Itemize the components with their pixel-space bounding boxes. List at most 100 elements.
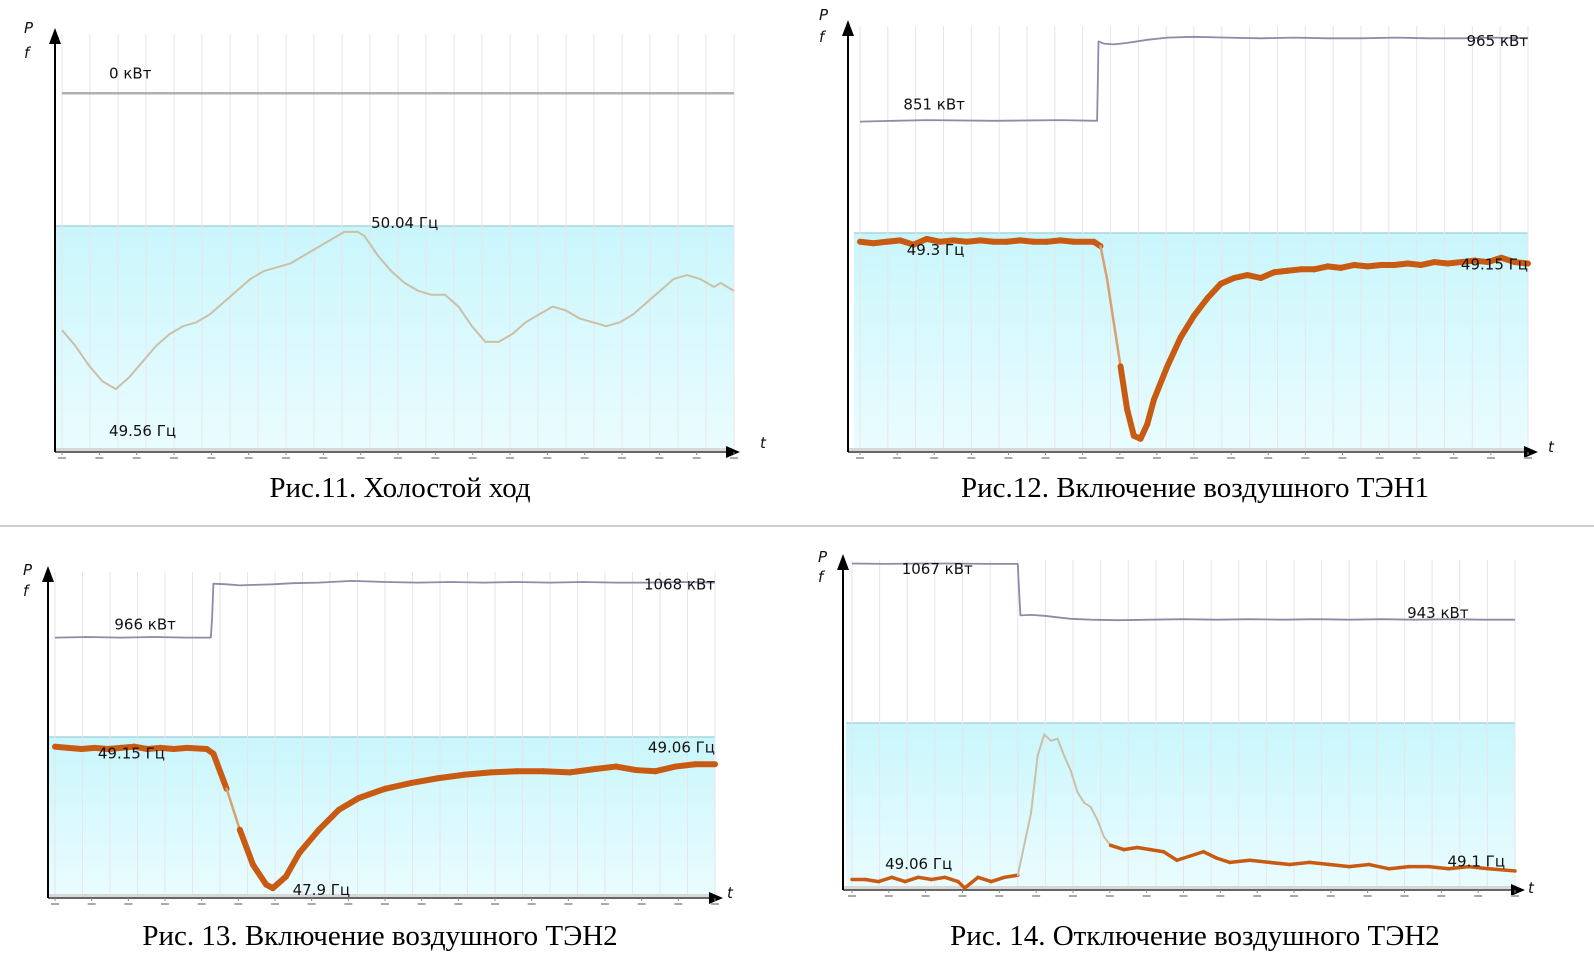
time-axis-bar	[843, 886, 1517, 890]
x-tick-label	[1290, 895, 1298, 897]
series-frequency-segment	[989, 875, 1007, 884]
x-tick-label	[1511, 895, 1519, 897]
series-frequency-segment	[1096, 818, 1105, 838]
x-tick-label	[319, 457, 328, 459]
series-frequency-segment	[225, 787, 242, 831]
x-tick-label	[1179, 895, 1188, 897]
y-axis-label-power: P	[24, 19, 34, 37]
x-tick-label	[848, 895, 856, 897]
series-frequency-segment	[1511, 259, 1531, 267]
x-axis-arrow-icon	[726, 446, 740, 458]
x-tick-label	[730, 457, 738, 459]
x-tick-label	[1301, 457, 1310, 459]
frequency-value-label: 49.56 Гц	[109, 422, 176, 440]
series-frequency-segment	[916, 875, 934, 882]
series-frequency-segment	[487, 768, 520, 776]
frequency-value-label: 47.9 Гц	[293, 881, 351, 899]
y-axis-label-frequency: f	[818, 568, 826, 586]
series-frequency-segment	[1446, 864, 1471, 871]
series-frequency-segment	[1124, 406, 1137, 439]
series-frequency-segment	[1486, 867, 1517, 873]
frequency-value-label: 49.15 Гц	[1461, 255, 1528, 273]
y-axis-arrow-icon	[42, 566, 54, 582]
power-value-label: 966 кВт	[114, 616, 176, 634]
frequency-value-label: 49.15 Гц	[98, 744, 165, 762]
x-tick-label	[244, 457, 253, 459]
caption-fig12: Рис.12. Включение воздушного ТЭН1	[960, 472, 1430, 504]
series-frequency-segment	[250, 861, 270, 888]
time-axis-bar	[48, 894, 715, 898]
x-tick-label	[506, 457, 514, 459]
x-tick-label	[1105, 895, 1114, 897]
x-tick-label	[51, 903, 59, 905]
series-frequency-segment	[1043, 733, 1052, 742]
series-frequency-segment	[929, 875, 947, 882]
series-frequency-segment	[1466, 864, 1491, 871]
x-tick-label	[1041, 457, 1050, 459]
series-frequency-segment	[1076, 791, 1086, 804]
frequency-value-label: 49.06 Гц	[885, 855, 952, 873]
x-tick-label	[58, 457, 66, 459]
x-tick-label	[356, 457, 365, 459]
power-value-label: 1068 кВт	[644, 575, 715, 593]
series-frequency-segment	[1204, 280, 1224, 302]
x-tick-label	[1115, 457, 1124, 459]
x-tick-label	[1449, 457, 1458, 459]
frequency-value-label: 49.3 Гц	[907, 241, 965, 259]
y-axis-label-frequency: f	[24, 44, 32, 62]
series-power	[54, 580, 716, 639]
x-tick-label	[543, 457, 552, 459]
series-frequency-segment	[1102, 835, 1112, 847]
series-frequency-segment	[1105, 278, 1116, 325]
series-frequency-segment	[903, 875, 921, 884]
series-frequency-segment	[593, 763, 619, 772]
x-tick-label	[1363, 895, 1372, 897]
x-tick-label	[958, 895, 967, 897]
series-frequency-segment	[1108, 843, 1126, 852]
row-separator	[0, 525, 1594, 527]
frequency-band	[56, 226, 734, 448]
series-frequency-segment	[1148, 847, 1166, 854]
series-frequency-segment	[1161, 849, 1179, 863]
series-frequency-segment	[652, 763, 679, 775]
series-frequency-segment	[1347, 862, 1371, 869]
x-tick-label	[1142, 895, 1151, 897]
x-tick-label	[1032, 895, 1041, 897]
x-tick-label	[468, 457, 477, 459]
series-frequency-segment	[1083, 801, 1092, 808]
power-value-label: 943 кВт	[1407, 604, 1469, 622]
x-tick-label	[1216, 895, 1225, 897]
y-axis-label-power: P	[818, 548, 828, 566]
series-power	[859, 35, 1529, 123]
series-frequency-segment	[408, 775, 441, 786]
x-tick-label	[967, 457, 976, 459]
series-frequency-segment	[1248, 858, 1272, 865]
series-frequency-segment	[1228, 858, 1252, 865]
x-axis-label-time: t	[760, 434, 767, 452]
frequency-band	[49, 737, 715, 896]
chart-fig12: Pf t 851 кВт 965 кВт 49.3 Гц 49.15 Гц	[819, 6, 1555, 459]
series-frequency-segment	[335, 795, 362, 813]
x-tick-label	[995, 895, 1004, 897]
x-tick-label	[564, 903, 573, 905]
series-frequency-segment	[863, 877, 881, 884]
x-tick-label	[674, 903, 683, 905]
x-axis-label-time: t	[727, 884, 734, 902]
series-frequency-segment	[1175, 854, 1192, 863]
series-frequency-segment	[1036, 733, 1046, 757]
x-tick-label	[1078, 457, 1087, 459]
y-axis-label-frequency: f	[819, 28, 827, 46]
x-tick-label	[132, 457, 141, 459]
series-frequency-segment	[1030, 754, 1039, 815]
x-tick-label	[491, 903, 499, 905]
series-frequency-segment	[1267, 860, 1292, 867]
series-frequency-segment	[566, 765, 600, 776]
x-tick-label	[381, 903, 389, 905]
series-frequency-segment	[461, 769, 494, 778]
series-frequency-segment	[1177, 312, 1197, 341]
x-tick-label	[884, 895, 893, 897]
series-frequency-segment	[632, 767, 659, 775]
